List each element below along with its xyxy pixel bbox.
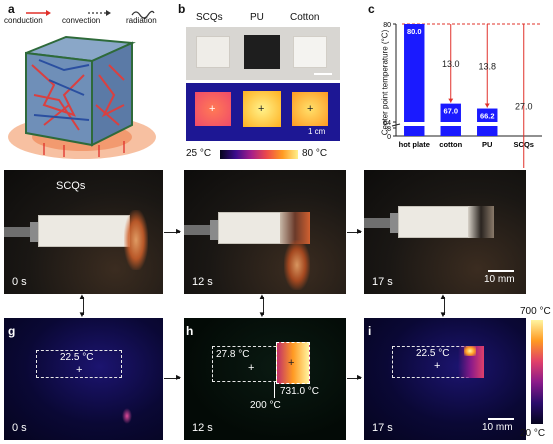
arrow-f-i — [444, 297, 445, 315]
sample-name: SCQs — [56, 180, 86, 192]
panel-label-b: b — [178, 2, 186, 16]
temperature-colorbar — [220, 150, 298, 159]
arrow-e-to-f — [347, 232, 361, 233]
time-label: 0 s — [12, 276, 27, 288]
ir-colorbar-min: 20 °C — [520, 428, 546, 439]
photo-17s: 10 mm 17 s — [364, 170, 526, 294]
difference-label: 13.0 — [442, 59, 460, 69]
colorbar-min-label: 25 °C — [186, 148, 212, 159]
temp-left-label: 27.8 °C — [216, 349, 250, 360]
hot-spot — [276, 342, 310, 384]
ir-colorbar-max: 700 °C — [520, 306, 551, 317]
y-tick-label: 0 — [387, 134, 391, 141]
time-label: 0 s — [12, 422, 27, 434]
sample-label-scqs: SCQs — [196, 12, 223, 23]
scale-bar — [314, 73, 332, 75]
cotton-thermal — [292, 92, 328, 126]
thermal-0s: g 22.5 °C + 0 s — [4, 318, 163, 440]
bar-break-gap — [439, 122, 462, 126]
samples-photo — [186, 27, 340, 80]
thermal-17s: i 22.5 °C + 10 mm 17 s — [364, 318, 526, 440]
sample-strip — [38, 215, 130, 247]
samples-thermal-image: + + + 1 cm — [186, 83, 340, 141]
bar-break-gap — [476, 122, 499, 126]
time-label: 17 s — [372, 276, 393, 288]
scqs-sample — [196, 36, 230, 68]
bar-0 — [404, 24, 425, 136]
colorbar-max-label: 80 °C — [302, 148, 328, 159]
scqs-thermal — [195, 92, 231, 126]
temp-tip-label: 200 °C — [250, 400, 281, 411]
flame — [284, 240, 310, 290]
difference-label: 27.0 — [515, 102, 533, 112]
bar-1 — [440, 103, 461, 136]
panel-label-g: g — [8, 324, 16, 338]
photo-12s: 12 s — [184, 170, 346, 294]
scale-bar — [488, 418, 514, 420]
arrow-d-g — [83, 297, 84, 315]
bar-break-gap — [403, 122, 426, 126]
temp-label: 22.5 °C — [60, 352, 94, 363]
y-tick-label: 64 — [383, 120, 391, 127]
panel-label-i: i — [368, 324, 372, 338]
legend-radiation: radiation — [126, 16, 157, 25]
difference-arrowhead — [448, 98, 454, 103]
time-label: 17 s — [372, 422, 393, 434]
pu-thermal — [243, 91, 281, 127]
heat-transfer-illustration — [8, 10, 156, 159]
scale-bar-label: 10 mm — [484, 274, 515, 285]
panel-label-a: a — [8, 2, 15, 16]
scale-bar-label: 10 mm — [482, 422, 513, 433]
arrow-e-h — [263, 297, 264, 315]
sample-outline — [36, 350, 122, 378]
bar-value-label: 67.0 — [443, 107, 458, 116]
temp-label: 22.5 °C — [416, 348, 450, 359]
category-label: cotton — [439, 140, 462, 149]
cotton-sample — [293, 36, 327, 68]
time-label: 12 s — [192, 276, 213, 288]
y-tick-label: 80 — [383, 22, 391, 29]
panel-label-c: c — [368, 2, 375, 16]
sample-label-cotton: Cotton — [290, 12, 320, 23]
difference-arrowhead — [484, 103, 490, 108]
sample-label-pu: PU — [250, 12, 264, 23]
radiation-arrow-icon — [131, 10, 155, 19]
category-label: PU — [482, 140, 492, 149]
photo-0s: SCQs 0 s — [4, 170, 163, 294]
panel-label-h: h — [186, 324, 194, 338]
flame — [124, 210, 148, 270]
pu-sample — [244, 35, 280, 69]
y-tick-label: 8 — [387, 126, 391, 133]
arrow-h-to-i — [347, 378, 361, 379]
legend-conduction: conduction — [4, 16, 43, 25]
category-label: hot plate — [399, 140, 430, 149]
bar-value-label: 80.0 — [407, 27, 422, 36]
scale-bar — [488, 270, 514, 272]
ir-colorbar — [531, 320, 543, 424]
legend-convection: convection — [62, 16, 101, 25]
difference-label: 13.8 — [478, 61, 496, 71]
temp-right-label: 731.0 °C — [280, 386, 320, 397]
bar-value-label: 66.2 — [480, 112, 495, 121]
thermal-scale-bar-label: 1 cm — [308, 127, 326, 136]
thermal-12s: h 27.8 °C + + 731.0 °C 200 °C 12 s — [184, 318, 346, 440]
arrow-g-to-h — [164, 378, 180, 379]
axis-break-mark — [391, 123, 401, 127]
time-label: 12 s — [192, 422, 213, 434]
arrow-d-to-e — [164, 232, 180, 233]
